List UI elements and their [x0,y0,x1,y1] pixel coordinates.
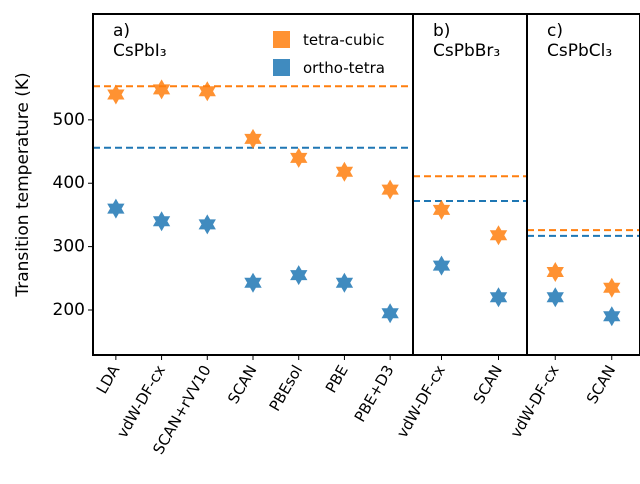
x-tick-label: SCAN [470,362,506,407]
panel-label: b) [433,21,450,41]
legend-swatch [273,31,290,48]
legend-label: tetra-cubic [303,31,384,49]
data-point [152,211,171,232]
data-point [107,84,125,105]
data-point [290,147,308,168]
panel-title: CsPbBr₃ [433,41,500,61]
panel-frame [412,13,528,356]
x-tick-label: PBEsol [266,362,307,414]
data-point [489,287,508,308]
y-tick-label: 200 [53,300,85,320]
x-tick-label: SCAN [224,362,260,407]
panel-label: c) [547,21,563,41]
panel-frame [526,13,640,356]
data-point [198,214,216,235]
data-point [489,225,508,246]
data-point [198,81,216,102]
data-point [335,272,354,293]
x-tick-label: PBE+D3 [351,362,398,425]
legend-label: ortho-tetra [303,59,385,77]
data-point [244,272,262,293]
data-point [603,306,621,327]
data-point [381,303,399,324]
data-point [546,287,564,308]
data-point [244,128,262,149]
data-point [290,265,308,286]
x-tick-label: LDA [93,361,124,397]
data-point [603,277,621,298]
x-tick-label: vdW-DF-cx [507,362,563,441]
data-point [546,262,564,282]
y-axis-label: Transition temperature (K) [13,72,33,297]
panel-title: CsPbI₃ [113,41,167,61]
x-tick-label: PBE [322,362,352,396]
y-tick-label: 500 [53,110,85,130]
data-point [432,199,451,220]
x-tick-label: SCAN [583,362,619,407]
panel-label: a) [113,21,130,41]
data-point [335,161,354,182]
y-tick-label: 300 [53,237,85,257]
data-point [107,198,125,219]
panel-title: CsPbCl₃ [547,41,612,61]
data-point [152,79,171,100]
y-tick-label: 400 [53,173,85,193]
x-tick-label: vdW-DF-cx [393,362,449,441]
data-point [381,179,399,200]
data-point [432,255,451,276]
legend-swatch [273,59,290,76]
